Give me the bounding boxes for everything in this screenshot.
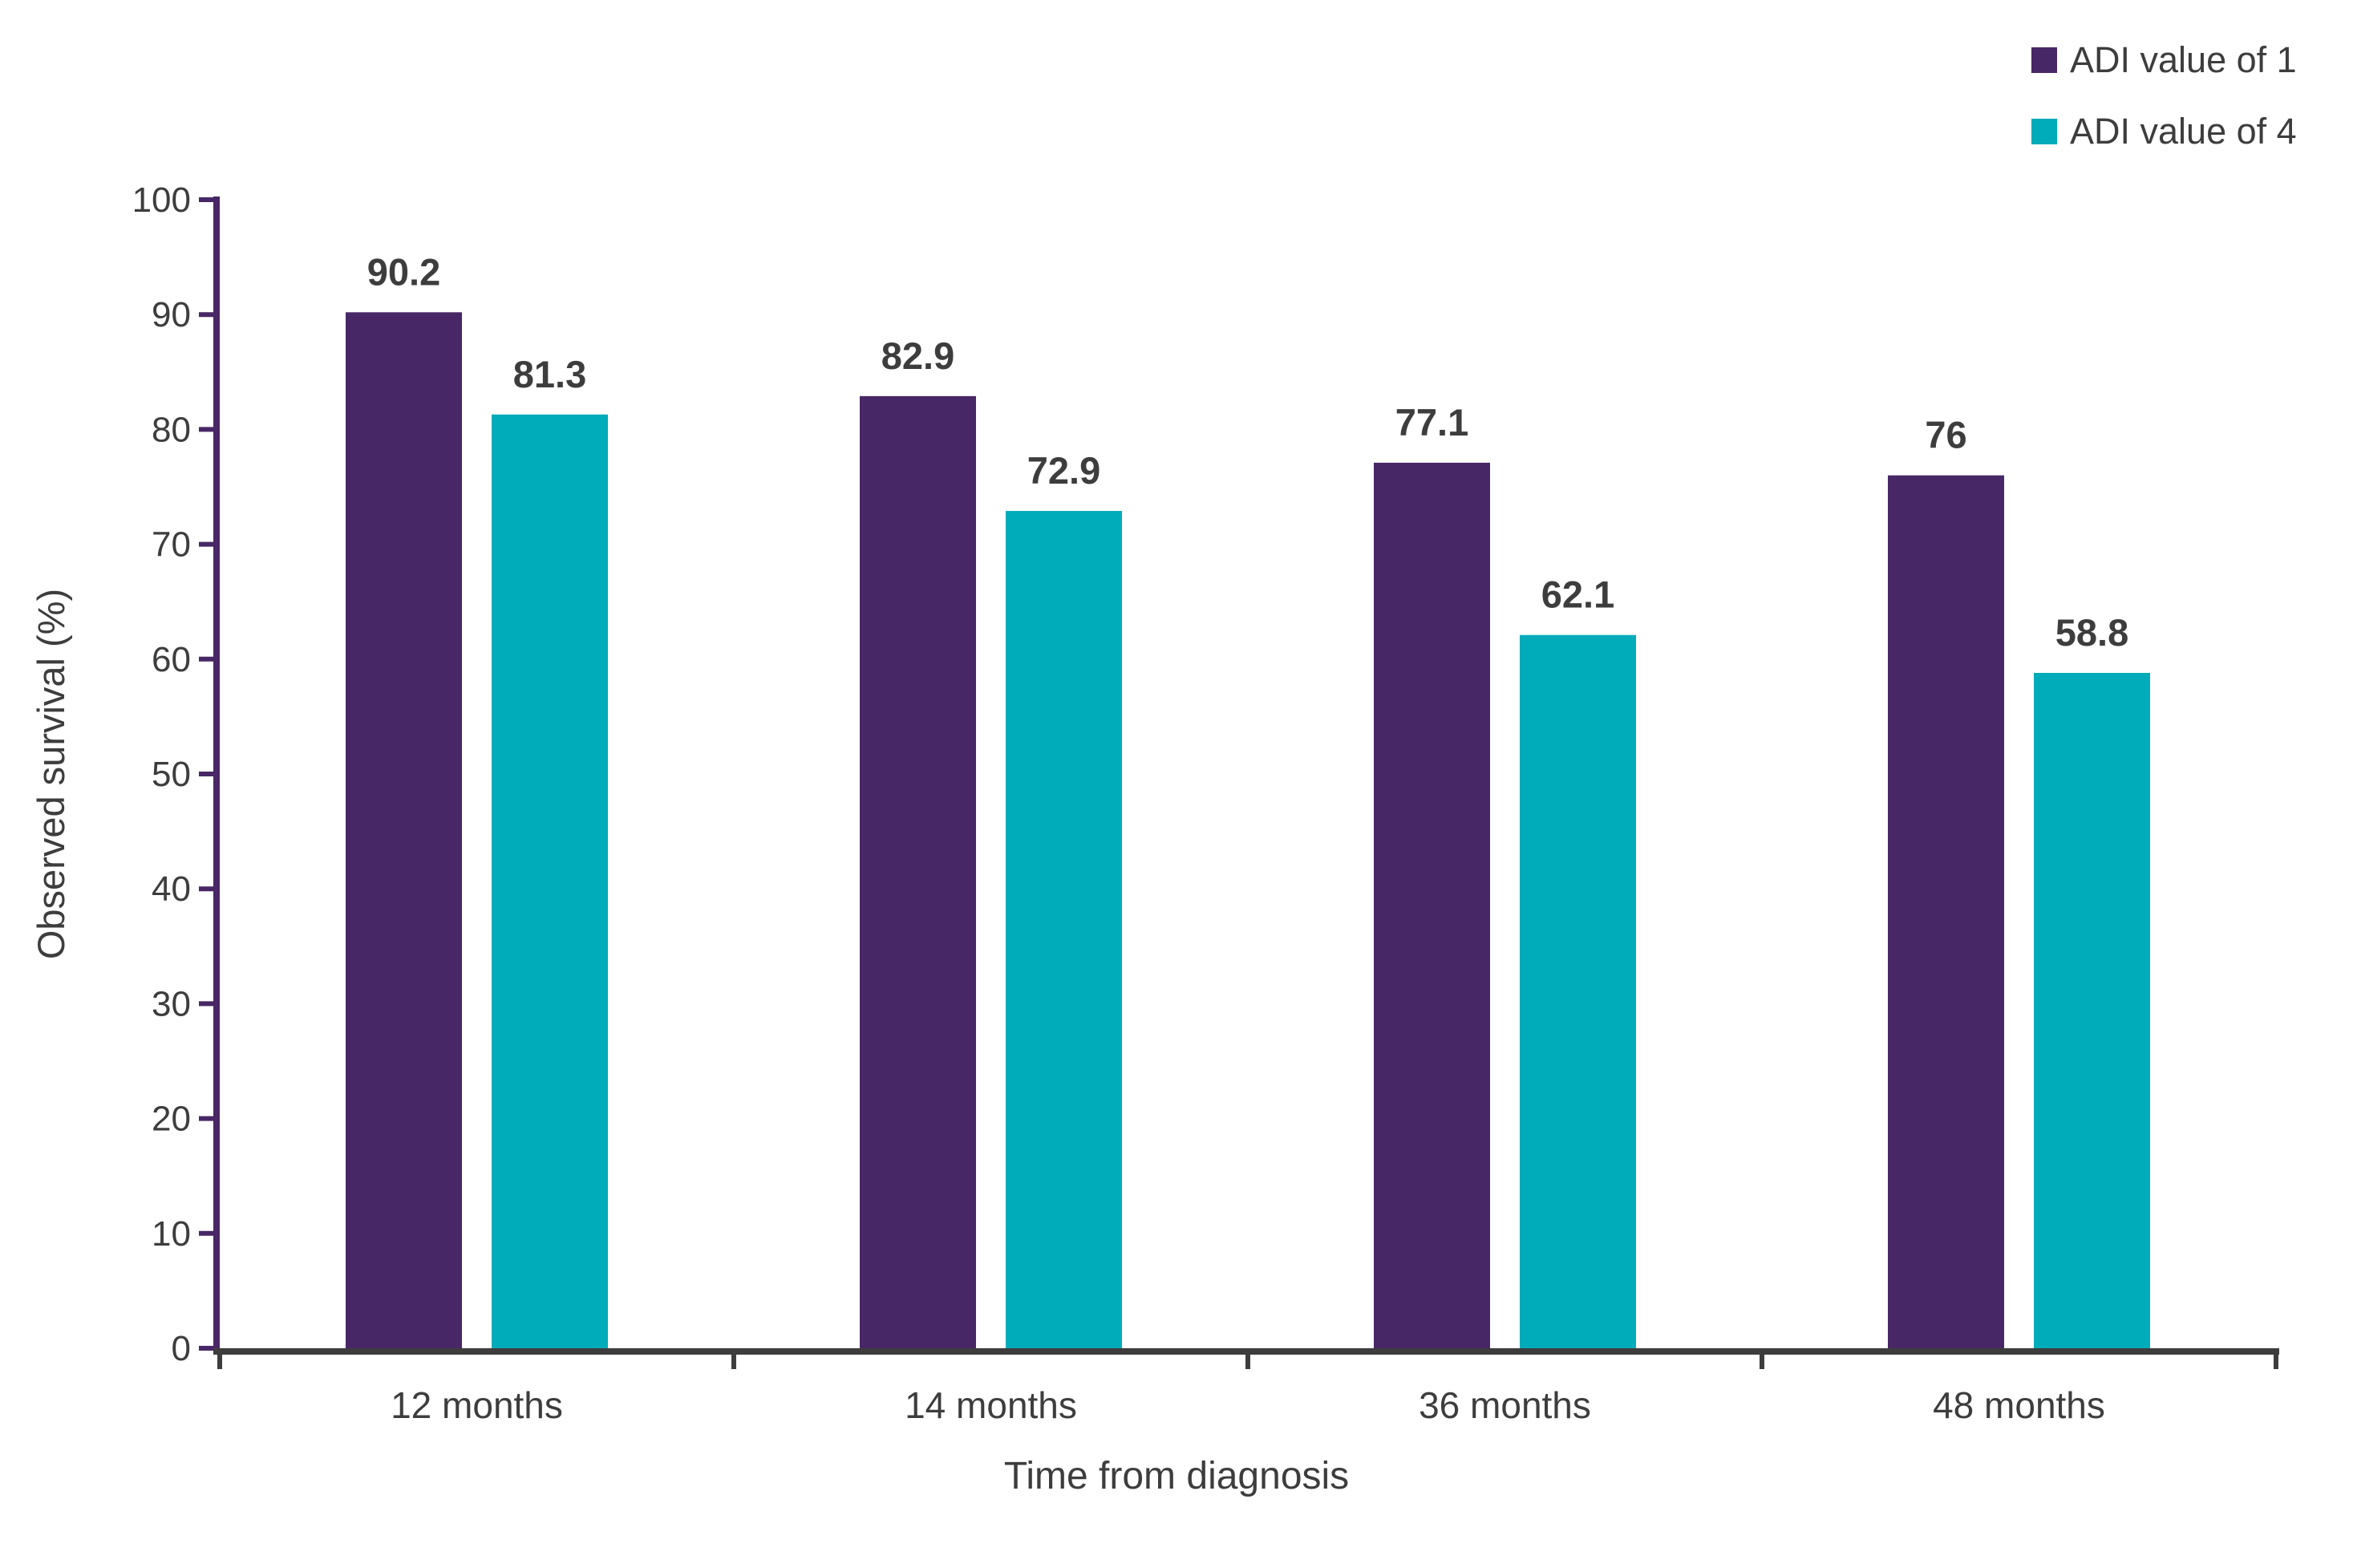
bar-series-2-14-months [1006,511,1122,1348]
y-tick-label: 60 [152,640,191,679]
legend-item-adi-4: ADI value of 4 [2031,113,2297,149]
x-category-label: 14 months [905,1384,1077,1426]
bar-series-1-12-months [346,312,462,1349]
y-tick-label: 10 [152,1214,191,1254]
y-tick-label: 20 [152,1100,191,1139]
y-tick-label: 50 [152,755,191,794]
legend-item-adi-1: ADI value of 1 [2031,42,2297,78]
x-category-label: 12 months [391,1384,563,1426]
x-category-label: 48 months [1933,1384,2105,1426]
y-tick-label: 100 [132,180,191,220]
y-tick-label: 70 [152,525,191,565]
bar-series-2-12-months [492,414,608,1349]
y-tick-label: 0 [172,1329,191,1368]
x-axis-title: Time from diagnosis [1004,1455,1349,1497]
bar-value-label: 77.1 [1395,401,1468,444]
bar-value-label: 90.2 [367,250,440,293]
bar-series-1-48-months [1888,475,2004,1349]
bar-value-label: 62.1 [1541,573,1614,616]
legend-swatch-adi-4 [2031,118,2057,144]
bar-series-1-36-months [1374,462,1490,1348]
y-tick-label: 80 [152,410,191,449]
bar-value-label: 58.8 [2055,611,2128,654]
y-axis-title: Observed survival (%) [30,589,72,959]
bar-value-label: 72.9 [1027,449,1100,492]
bar-series-2-48-months [2034,672,2150,1348]
bar-value-label: 81.3 [513,353,586,395]
bar-series-1-14-months [860,395,976,1348]
y-tick-label: 30 [152,984,191,1023]
legend: ADI value of 1 ADI value of 4 [2031,42,2297,149]
bar-value-label: 82.9 [881,334,954,377]
bar-series-2-36-months [1520,634,1636,1348]
y-tick-label: 40 [152,869,191,909]
x-category-label: 36 months [1419,1384,1591,1426]
legend-label-adi-1: ADI value of 1 [2070,39,2297,80]
bar-value-label: 76 [1925,414,1966,456]
y-tick-label: 90 [152,295,191,334]
legend-label-adi-4: ADI value of 4 [2070,111,2297,152]
legend-swatch-adi-1 [2031,47,2057,73]
